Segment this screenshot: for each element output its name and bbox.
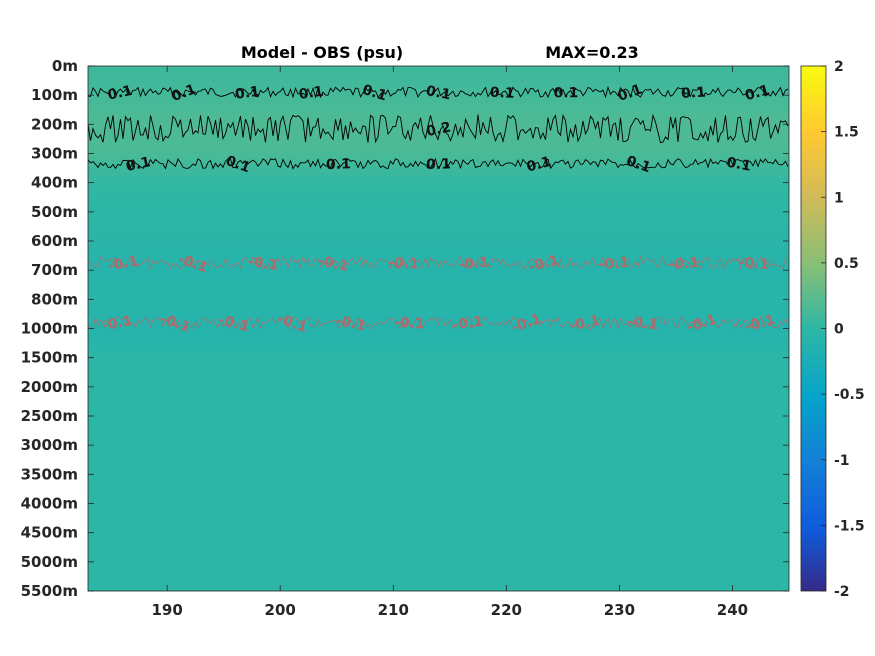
contour-label: 0.1 [489,85,515,102]
contour-line [88,316,789,330]
contour-line [88,157,789,170]
y-tick-label: 2500m [21,407,78,425]
contour-label: 0.1 [298,84,325,103]
plot-area: 0.1 0.1 0.1 0.1 0.1 0.1 0.1 0.1 0.1 0.1 0.1 0.1 0.1 0… [87,65,790,592]
y-tick-label: 200m [31,115,78,133]
contour-label: -0.1 [107,253,140,275]
y-tick-label: 600m [31,232,78,250]
max-label: MAX=0.23 [545,43,639,62]
heatmap-field [88,66,789,591]
x-tick-label: 240 [717,601,748,619]
x-tick-label: 210 [378,601,409,619]
y-tick-label: 4500m [21,524,78,542]
colorbar-tick-label: -1 [834,453,850,469]
colorbar-tick-label: 2 [834,59,844,75]
chart-title: Model - OBS (psu) [241,43,403,62]
contour-label: -0.1 [317,253,350,275]
contour-label: -0.1 [458,255,490,273]
colorbar-tick-label: -0.5 [834,387,865,403]
contour-label: 0.1 [624,153,653,176]
contour-line [88,113,789,144]
contour-label: 0.2 [425,119,453,140]
colorbar-tick-label: -2 [834,584,850,600]
colorbar-ticks: 2 1.5 1 0.5 0 -0.5 -1 -1.5 -2 [821,59,865,600]
y-tick-label: 3500m [21,465,78,483]
contour-label: 0.1 [554,85,579,101]
x-tick-label: 190 [151,601,182,619]
y-tick-label: 100m [31,86,78,104]
contour-label: 0.1 [616,81,645,104]
contour-label: 0.1 [224,153,253,176]
contour-label: -0.1 [452,314,484,334]
contour-label: -0.1 [393,315,425,333]
y-tick-label: 5500m [21,582,78,600]
y-tick-label: 2000m [21,378,78,396]
y-tick-label: 800m [31,290,78,308]
contour-label: 0.1 [234,84,261,103]
contour-label: 0.1 [725,155,752,175]
y-tick-label: 500m [31,203,78,221]
contour-label: -0.1 [598,255,630,273]
contour-label: 0.1 [743,82,771,104]
colorbar-tick-label: 0.5 [834,256,859,272]
y-tick-label: 0m [52,57,78,75]
contour-label: -0.1 [743,312,777,335]
contour-line [88,85,789,99]
contour-label: 0.1 [681,85,707,102]
contour-label: 0.1 [326,156,351,173]
contour-label: 0.1 [525,154,553,176]
contour-label: 0.1 [360,82,388,105]
contour-label: 0.1 [106,83,134,104]
colorbar-tick-label: 1.5 [834,125,859,141]
colorbar: 2 1.5 1 0.5 0 -0.5 -1 -1.5 -2 [800,59,865,600]
y-tick-label: 3000m [21,436,78,454]
y-axis: 0m 100m 200m 300m 400m 500m 600m 700m 800m 1000m 1… [21,57,789,600]
y-tick-label: 1000m [21,320,78,338]
contour-label: -0.1 [388,255,419,272]
colorbar-tick-label: -1.5 [834,518,865,534]
x-axis: 190 200 210 220 230 240 [151,66,748,619]
x-tick-label: 200 [265,601,296,619]
y-tick-label: 4000m [21,495,78,513]
y-tick-label: 400m [31,174,78,192]
colorbar-tick-label: 0 [834,322,844,338]
contour-label: -0.1 [527,252,561,275]
contour-label: 0.1 [425,83,452,103]
colorbar-tick-label: 1 [834,190,844,206]
contour-label: -0.1 [668,255,700,273]
contour-label: 0.1 [124,154,152,175]
contour-label: -0.1 [247,254,280,275]
contour-label: -0.1 [738,255,770,273]
contour-label: -0.1 [627,314,659,334]
contour-line [88,255,789,270]
x-tick-label: 220 [491,601,522,619]
contour-label: 0.1 [426,156,451,173]
contour-label: 0.1 [170,81,199,105]
y-tick-label: 1500m [21,349,78,367]
contour-label: -0.1 [334,313,367,335]
y-tick-label: 5000m [21,553,78,571]
x-tick-label: 230 [604,601,635,619]
y-tick-label: 300m [31,145,78,163]
y-tick-label: 700m [31,261,78,279]
contour-label: -0.1 [101,313,134,335]
contour-label: -0.1 [568,313,601,335]
contour-label: -0.1 [217,312,251,335]
